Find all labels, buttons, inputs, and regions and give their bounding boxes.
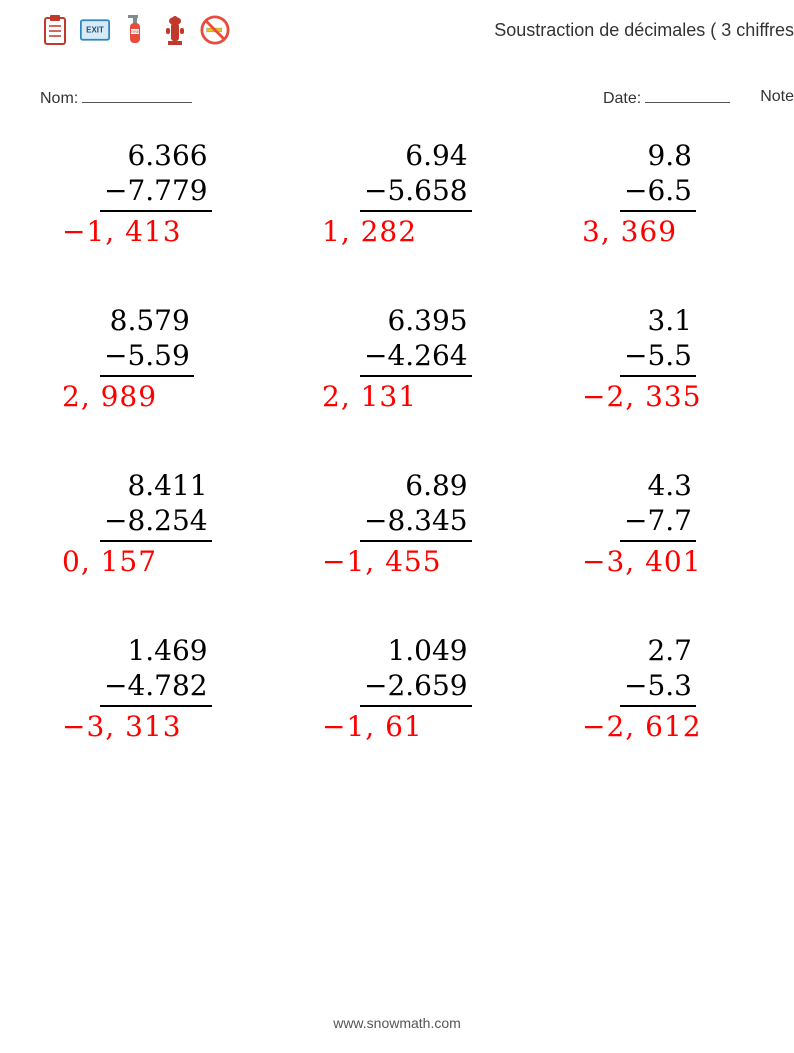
top-bar: EXIT FIRE	[40, 10, 794, 50]
number-block: 2.7−5.3	[620, 633, 696, 707]
number-block: 1.469−4.782	[100, 633, 212, 707]
problem-cell: 9.8−6.53, 369	[580, 130, 794, 295]
minuend: 8.579	[104, 303, 190, 338]
problem-cell: 6.366−7.779−1, 413	[60, 130, 320, 295]
answer: −2, 335	[580, 379, 702, 414]
subtrahend: −7.779	[104, 173, 208, 208]
number-block: 6.94−5.658	[360, 138, 472, 212]
fire-hydrant-icon	[160, 15, 190, 45]
subtrahend: −4.782	[104, 668, 208, 703]
number-block: 6.89−8.345	[360, 468, 472, 542]
answer: 2, 989	[60, 379, 157, 414]
number-block: 9.8−6.5	[620, 138, 696, 212]
problem-cell: 6.395−4.2642, 131	[320, 295, 580, 460]
minuend: 8.411	[104, 468, 208, 503]
problem-cell: 3.1−5.5−2, 335	[580, 295, 794, 460]
minuend: 6.89	[364, 468, 468, 503]
date-label: Date:	[603, 90, 641, 107]
problem-cell: 2.7−5.3−2, 612	[580, 625, 794, 790]
subtrahend: −4.264	[364, 338, 468, 373]
minuend: 1.049	[364, 633, 468, 668]
answer: 1, 282	[320, 214, 417, 249]
minuend: 6.94	[364, 138, 468, 173]
number-block: 6.395−4.264	[360, 303, 472, 377]
number-block: 8.579−5.59	[100, 303, 194, 377]
minuend: 6.395	[364, 303, 468, 338]
name-label: Nom:	[40, 90, 78, 107]
date-field: Date:	[603, 88, 730, 108]
answer: −3, 401	[580, 544, 702, 579]
problem-grid: 6.366−7.779−1, 4136.94−5.6581, 2829.8−6.…	[60, 130, 794, 790]
icon-row: EXIT FIRE	[40, 15, 230, 45]
subtrahend: −5.5	[624, 338, 692, 373]
answer: 0, 157	[60, 544, 157, 579]
answer: −3, 313	[60, 709, 182, 744]
number-block: 8.411−8.254	[100, 468, 212, 542]
subtrahend: −8.345	[364, 503, 468, 538]
problem-cell: 6.94−5.6581, 282	[320, 130, 580, 295]
footer-url: www.snowmath.com	[0, 1015, 794, 1031]
minuend: 9.8	[624, 138, 692, 173]
minuend: 3.1	[624, 303, 692, 338]
problem-cell: 8.411−8.2540, 157	[60, 460, 320, 625]
subtrahend: −2.659	[364, 668, 468, 703]
minuend: 4.3	[624, 468, 692, 503]
problem-cell: 4.3−7.7−3, 401	[580, 460, 794, 625]
answer: −2, 612	[580, 709, 702, 744]
minuend: 6.366	[104, 138, 208, 173]
number-block: 4.3−7.7	[620, 468, 696, 542]
clipboard-icon	[40, 15, 70, 45]
page-title: Soustraction de décimales ( 3 chiffres	[494, 20, 794, 41]
number-block: 3.1−5.5	[620, 303, 696, 377]
fire-extinguisher-icon: FIRE	[120, 15, 150, 45]
number-block: 6.366−7.779	[100, 138, 212, 212]
answer: 3, 369	[580, 214, 677, 249]
meta-row: Nom: Date: Note	[40, 88, 794, 108]
answer: −1, 413	[60, 214, 182, 249]
date-underline	[645, 88, 730, 103]
answer: −1, 61	[320, 709, 423, 744]
subtrahend: −5.3	[624, 668, 692, 703]
subtrahend: −6.5	[624, 173, 692, 208]
problem-cell: 8.579−5.592, 989	[60, 295, 320, 460]
name-underline	[82, 88, 192, 103]
no-smoking-icon	[200, 15, 230, 45]
note-field: Note	[760, 88, 794, 108]
subtrahend: −5.658	[364, 173, 468, 208]
name-field: Nom:	[40, 88, 192, 108]
minuend: 1.469	[104, 633, 208, 668]
note-label: Note	[760, 88, 794, 105]
problem-cell: 6.89−8.345−1, 455	[320, 460, 580, 625]
answer: −1, 455	[320, 544, 442, 579]
answer: 2, 131	[320, 379, 417, 414]
exit-sign-icon: EXIT	[80, 15, 110, 45]
minuend: 2.7	[624, 633, 692, 668]
subtrahend: −5.59	[104, 338, 190, 373]
problem-cell: 1.049−2.659−1, 61	[320, 625, 580, 790]
subtrahend: −8.254	[104, 503, 208, 538]
svg-text:FIRE: FIRE	[130, 29, 139, 34]
subtrahend: −7.7	[624, 503, 692, 538]
svg-text:EXIT: EXIT	[86, 26, 104, 35]
number-block: 1.049−2.659	[360, 633, 472, 707]
problem-cell: 1.469−4.782−3, 313	[60, 625, 320, 790]
